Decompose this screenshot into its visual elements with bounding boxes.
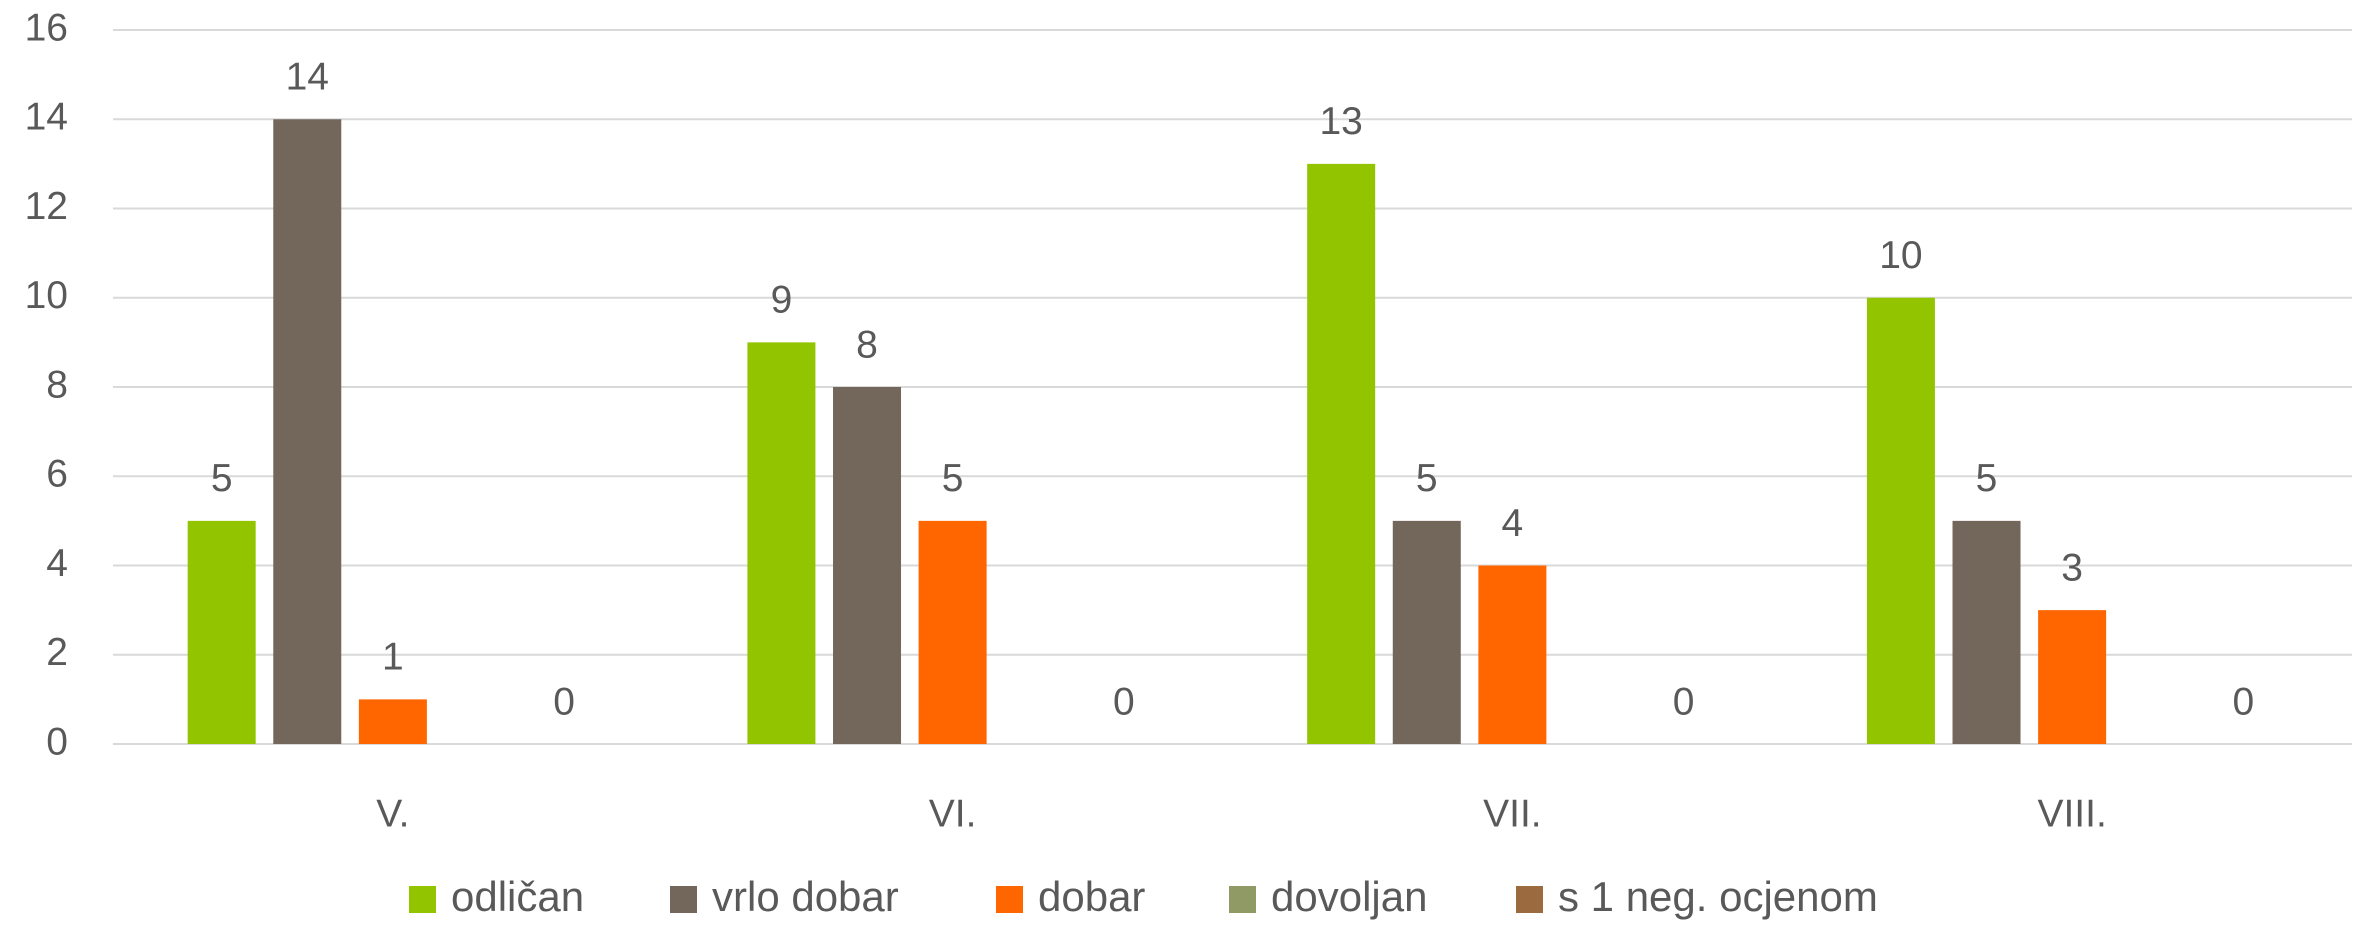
bar bbox=[918, 520, 987, 744]
data-label: 14 bbox=[286, 56, 329, 99]
bar bbox=[1307, 163, 1376, 744]
bar bbox=[1478, 565, 1547, 744]
bar bbox=[187, 520, 256, 744]
data-label: 5 bbox=[942, 457, 964, 500]
data-label: 5 bbox=[1416, 457, 1438, 500]
data-label: 0 bbox=[553, 680, 575, 723]
data-label: 5 bbox=[211, 457, 233, 500]
legend-label: dovoljan bbox=[1271, 873, 1427, 920]
y-tick-label: 8 bbox=[46, 363, 68, 406]
legend-swatch bbox=[996, 886, 1023, 913]
data-label: 10 bbox=[1879, 234, 1922, 277]
data-label: 4 bbox=[1502, 502, 1524, 545]
x-tick-label: VIII. bbox=[2037, 792, 2106, 835]
legend-swatch bbox=[1516, 886, 1543, 913]
legend-label: odličan bbox=[451, 873, 584, 920]
bar bbox=[273, 119, 342, 744]
legend-swatch bbox=[409, 886, 436, 913]
y-tick-label: 2 bbox=[46, 631, 68, 674]
x-tick-label: VI. bbox=[929, 792, 977, 835]
y-tick-label: 4 bbox=[46, 542, 68, 585]
y-tick-label: 10 bbox=[25, 274, 68, 317]
data-label: 13 bbox=[1319, 100, 1362, 143]
y-tick-label: 12 bbox=[25, 185, 68, 228]
bar bbox=[1952, 520, 2021, 744]
data-label: 5 bbox=[1976, 457, 1998, 500]
y-tick-label: 0 bbox=[46, 720, 68, 763]
legend-label: vrlo dobar bbox=[712, 873, 899, 920]
bar bbox=[833, 387, 902, 744]
bar bbox=[358, 699, 427, 744]
legend-label: dobar bbox=[1038, 873, 1145, 920]
bar bbox=[1392, 520, 1461, 744]
x-tick-label: VII. bbox=[1483, 792, 1542, 835]
bar bbox=[1866, 297, 1935, 744]
data-label: 8 bbox=[856, 323, 878, 366]
data-label: 3 bbox=[2061, 546, 2083, 589]
bar bbox=[747, 342, 816, 744]
legend-swatch bbox=[1229, 886, 1256, 913]
y-tick-label: 6 bbox=[46, 453, 68, 496]
x-tick-label: V. bbox=[376, 792, 409, 835]
legend-swatch bbox=[670, 886, 697, 913]
y-tick-label: 16 bbox=[25, 6, 68, 49]
legend-label: s 1 neg. ocjenom bbox=[1558, 873, 1878, 920]
data-label: 0 bbox=[1113, 680, 1135, 723]
data-label: 0 bbox=[1673, 680, 1695, 723]
data-label: 0 bbox=[2232, 680, 2254, 723]
data-label: 9 bbox=[771, 279, 793, 322]
y-tick-label: 14 bbox=[25, 96, 68, 139]
bar bbox=[2038, 610, 2107, 744]
data-label: 1 bbox=[382, 636, 404, 679]
